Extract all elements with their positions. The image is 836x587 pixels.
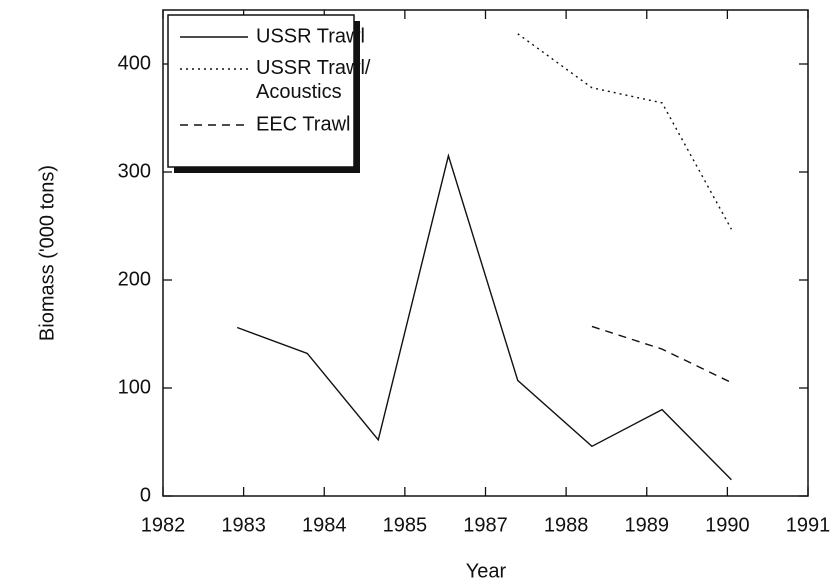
y-tick-label: 200: [118, 268, 151, 290]
x-tick-label: 1989: [625, 514, 670, 536]
x-tick-label: 1983: [221, 514, 266, 536]
x-tick-label: 1990: [705, 514, 750, 536]
y-axis-label: Biomass ('000 tons): [36, 165, 58, 341]
x-axis-label: Year: [466, 560, 507, 582]
series-line: [591, 325, 732, 384]
x-tick-label: 1984: [302, 514, 347, 536]
legend-label: EEC Trawl: [256, 113, 350, 135]
y-tick-label: 100: [118, 376, 151, 398]
x-tick-label: 1982: [141, 514, 186, 536]
series-line: [517, 33, 733, 230]
y-tick-label: 300: [118, 160, 151, 182]
series-line: [236, 153, 732, 481]
x-tick-label: 1991: [786, 514, 831, 536]
legend-label: USSR Trawl/Acoustics: [256, 57, 371, 103]
x-tick-label: 1987: [463, 514, 508, 536]
x-tick-label: 1988: [544, 514, 589, 536]
x-tick-label: 1985: [383, 514, 428, 536]
y-tick-label: 0: [140, 484, 151, 506]
y-tick-label: 400: [118, 52, 151, 74]
legend-box: [167, 14, 355, 168]
legend-label: USSR Trawl: [256, 25, 365, 47]
